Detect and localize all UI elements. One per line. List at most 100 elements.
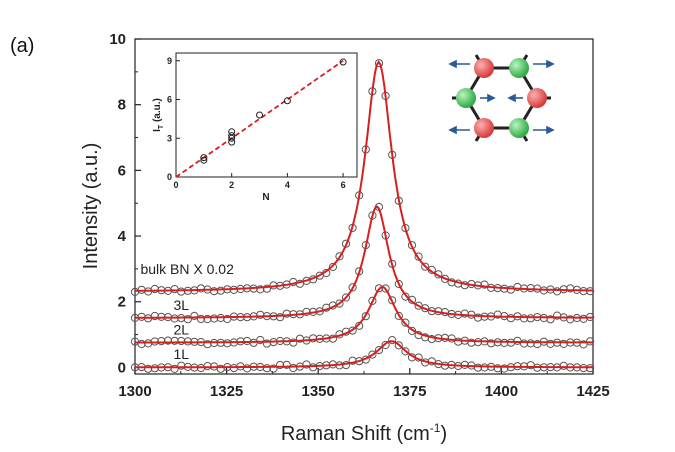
data-point	[210, 314, 219, 323]
data-point	[269, 364, 278, 373]
data-point	[394, 341, 403, 350]
trace-label: 3L	[173, 297, 189, 313]
y-tick-labels: 0 2 4 6 8 10	[109, 31, 126, 376]
inset-data-point	[200, 154, 208, 162]
fit-line	[135, 340, 593, 369]
nitrogen-atom	[509, 118, 529, 138]
inset-y-tick-label: 3	[167, 133, 172, 143]
data-point	[177, 361, 186, 370]
x-tick-labels: 1300 1325 1350 1375 1400 1425	[118, 383, 609, 400]
data-point	[328, 262, 337, 272]
data-point	[520, 339, 529, 348]
data-point	[256, 285, 265, 294]
data-point	[579, 314, 588, 323]
inset-y-tick-label: 0	[167, 172, 172, 182]
data-point	[526, 339, 535, 348]
x-tick-label: 1300	[118, 383, 151, 400]
data-point	[276, 360, 285, 370]
data-point	[256, 335, 265, 345]
data-point	[348, 283, 357, 292]
x-tick-label: 1375	[393, 383, 426, 400]
data-point	[302, 307, 311, 316]
trace-label: 1L	[173, 346, 189, 362]
data-point	[276, 313, 285, 322]
data-point	[203, 314, 212, 324]
data-point	[368, 350, 377, 359]
data-point	[381, 284, 390, 293]
data-point	[203, 362, 212, 371]
panel-label: (a)	[10, 35, 34, 57]
inset-x-title: N	[262, 192, 269, 203]
data-point	[289, 338, 298, 347]
y-tick-label: 10	[109, 31, 126, 48]
data-point	[196, 284, 206, 293]
data-point	[170, 364, 179, 373]
data-point	[183, 315, 192, 324]
data-point	[157, 337, 166, 346]
data-point	[401, 292, 410, 301]
inset-chart: 0 2 4 6 0 3 6 9 N IT (a.u.)	[152, 52, 358, 203]
data-point	[394, 279, 403, 289]
data-point	[546, 315, 555, 324]
data-point	[196, 314, 206, 324]
fit-line	[134, 285, 593, 344]
data-point	[309, 334, 318, 343]
data-point	[374, 284, 384, 293]
data-point	[243, 364, 252, 373]
y-tick-label: 2	[118, 294, 126, 311]
data-point	[473, 313, 483, 322]
data-point	[335, 299, 344, 308]
data-point	[506, 314, 515, 323]
data-point	[163, 336, 173, 345]
data-point	[381, 340, 390, 350]
data-point	[282, 360, 291, 369]
data-point	[487, 339, 496, 348]
vibration-arrows	[448, 59, 555, 135]
data-point	[520, 314, 529, 323]
inset-x-tick-label: 2	[229, 180, 234, 190]
inset-y-tick-label: 9	[167, 56, 172, 66]
data-point	[374, 346, 384, 355]
inset-data-point	[228, 132, 236, 140]
data-point	[302, 360, 311, 369]
x-tick-label: 1350	[302, 383, 335, 400]
data-point	[401, 318, 410, 327]
data-point	[407, 295, 417, 304]
data-point	[414, 252, 423, 261]
data-point	[394, 311, 403, 320]
inset-data-point	[339, 58, 347, 66]
data-point	[480, 280, 489, 289]
data-point	[144, 364, 153, 373]
nitrogen-atom	[509, 58, 529, 78]
data-point	[210, 287, 219, 296]
boron-atom	[474, 118, 494, 138]
y-axis-title: Intensity (a.u.)	[80, 143, 102, 270]
data-point	[223, 339, 232, 348]
inset-data-point	[256, 111, 264, 119]
data-point	[559, 361, 568, 370]
y-tick-label: 8	[118, 97, 126, 114]
data-point	[553, 287, 562, 296]
series-layer	[130, 59, 595, 373]
trace-label: 2L	[173, 322, 189, 338]
boron-atom	[527, 88, 547, 108]
inset-data-point	[228, 128, 236, 136]
data-point	[454, 337, 463, 346]
inset-ticks: 0 2 4 6 0 3 6 9	[167, 56, 346, 190]
data-point	[374, 59, 384, 68]
x-tick-label: 1400	[485, 383, 518, 400]
y-tick-label: 4	[118, 228, 127, 245]
y-tick-label: 6	[118, 162, 126, 179]
x-axis-title: Raman Shift (cm-1)	[281, 421, 447, 445]
data-point	[355, 321, 364, 330]
data-point	[348, 356, 357, 365]
inset-x-tick-label: 4	[285, 180, 290, 190]
data-point	[447, 334, 456, 343]
data-point	[262, 284, 271, 293]
data-point	[170, 336, 179, 345]
inset-data-point	[283, 97, 291, 105]
trace-labels: 1L 2L 3L bulk BN X 0.02	[140, 261, 234, 362]
data-point	[137, 339, 146, 349]
data-point	[150, 311, 159, 321]
